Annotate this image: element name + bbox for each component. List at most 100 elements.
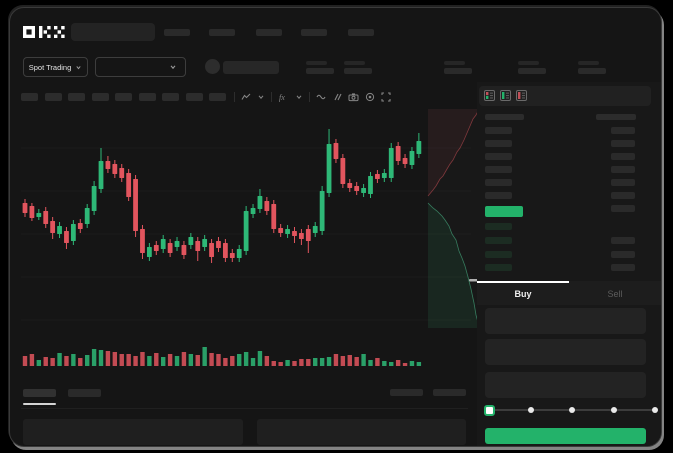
timeframe-button-placeholder[interactable] [115,93,132,101]
candle-body [43,211,49,224]
divider [21,408,468,409]
nav-item-placeholder[interactable] [301,29,327,36]
timeframe-button-placeholder[interactable] [91,93,109,101]
slider-stop-dot[interactable] [652,407,658,413]
depth-bids-line [427,202,480,327]
wave-icon[interactable] [316,92,326,102]
volume-bar [22,356,28,366]
candle-body [50,221,56,233]
fullscreen-icon[interactable] [381,92,391,102]
search-bar[interactable] [71,23,155,41]
buy-submit-button[interactable] [485,428,646,444]
volume-bar [257,351,263,366]
bottom-tab-indicator [23,403,56,405]
total-input-placeholder[interactable] [485,372,646,398]
volume-bar [361,354,366,366]
orderbook-asks-icon[interactable] [516,90,527,101]
candle-body [91,186,97,211]
amount-input-placeholder[interactable] [485,339,646,365]
timeframe-button-placeholder[interactable] [162,93,179,101]
nav-item-placeholder[interactable] [348,29,374,36]
tab-buy[interactable]: Buy [477,281,569,305]
volume-bar [105,351,111,366]
candle-body [388,148,394,178]
bottom-tab[interactable] [68,389,101,397]
candle-body [292,231,297,236]
candle-body [160,239,166,249]
volume-bar [402,363,408,366]
ask-row-amount-placeholder [611,140,635,147]
camera-icon[interactable] [348,92,359,102]
timeframe-button-placeholder[interactable] [44,93,62,101]
device-frame: Spot Trading fx [9,7,662,447]
volume-bar [389,362,394,366]
candle-body [354,186,360,191]
candle-body [167,243,173,253]
orderbook-both-icon[interactable] [484,90,495,101]
compare-icon[interactable] [332,92,342,102]
market-type-dropdown[interactable]: Spot Trading [23,57,88,77]
candle-body [84,208,90,224]
ticker-stat-value-placeholder [306,68,334,74]
volume-bar [119,354,124,366]
timeframe-button-placeholder[interactable] [185,93,203,101]
candle-body [395,146,401,161]
volume-bar [243,352,249,366]
chevron-down-icon[interactable] [295,93,303,101]
trade-tabs: Buy Sell [477,281,661,305]
orderbook-bids-icon[interactable] [500,90,511,101]
bid-row-amount-placeholder [611,264,635,271]
tab-sell-label: Sell [607,289,623,299]
volume-bar [368,360,373,366]
price-input-placeholder[interactable] [485,308,646,334]
tab-sell[interactable]: Sell [569,281,661,305]
volume-bar [202,347,207,366]
candle-body [333,143,339,159]
record-icon[interactable] [365,92,375,102]
bid-row-price-placeholder [485,237,512,244]
svg-text:fx: fx [279,93,285,102]
slider-stop-dot[interactable] [569,407,575,413]
volume-bar [181,352,187,366]
volume-bar [223,358,228,366]
candle-body [209,243,214,257]
timeframe-button-placeholder[interactable] [68,93,85,101]
volume-bar [333,354,339,366]
candle-body [70,224,76,241]
timeframe-row [21,93,226,101]
fx-icon[interactable]: fx [278,92,289,102]
volume-bar [216,354,221,366]
divider [234,92,235,102]
orderbook-layout-icons [484,90,527,101]
pair-coin-icon [205,59,220,74]
bid-row-price-placeholder [485,223,512,230]
nav-item-placeholder[interactable] [256,29,282,36]
candle-body [216,241,221,248]
chevron-down-icon[interactable] [257,93,265,101]
volume-bar [395,360,401,366]
nav-item-placeholder[interactable] [209,29,235,36]
volume-bar [36,360,42,366]
slider-stop-dot[interactable] [610,407,617,413]
bottom-tab-active[interactable] [23,389,56,397]
candle-body [222,243,228,258]
timeframe-button-placeholder[interactable] [209,93,226,101]
candle-body [305,229,311,241]
timeframe-button-placeholder[interactable] [138,93,156,101]
volume-bar [340,356,346,366]
volume-bar [354,357,359,366]
slider-stop-dot[interactable] [527,407,534,413]
bottom-action-placeholder[interactable] [390,389,423,396]
candle-body [340,158,346,184]
ask-row-price-placeholder [485,153,512,160]
candle-body [375,174,380,179]
indicators-icon[interactable] [241,92,251,102]
timeframe-button-placeholder[interactable] [21,93,38,101]
ask-row-amount-placeholder [611,127,635,134]
divider [271,92,272,102]
pair-selector-dropdown[interactable] [95,57,186,77]
bottom-action-placeholder[interactable] [433,389,466,396]
slider-handle[interactable] [483,404,495,416]
nav-item-placeholder[interactable] [164,29,190,36]
candle-body [243,211,249,251]
